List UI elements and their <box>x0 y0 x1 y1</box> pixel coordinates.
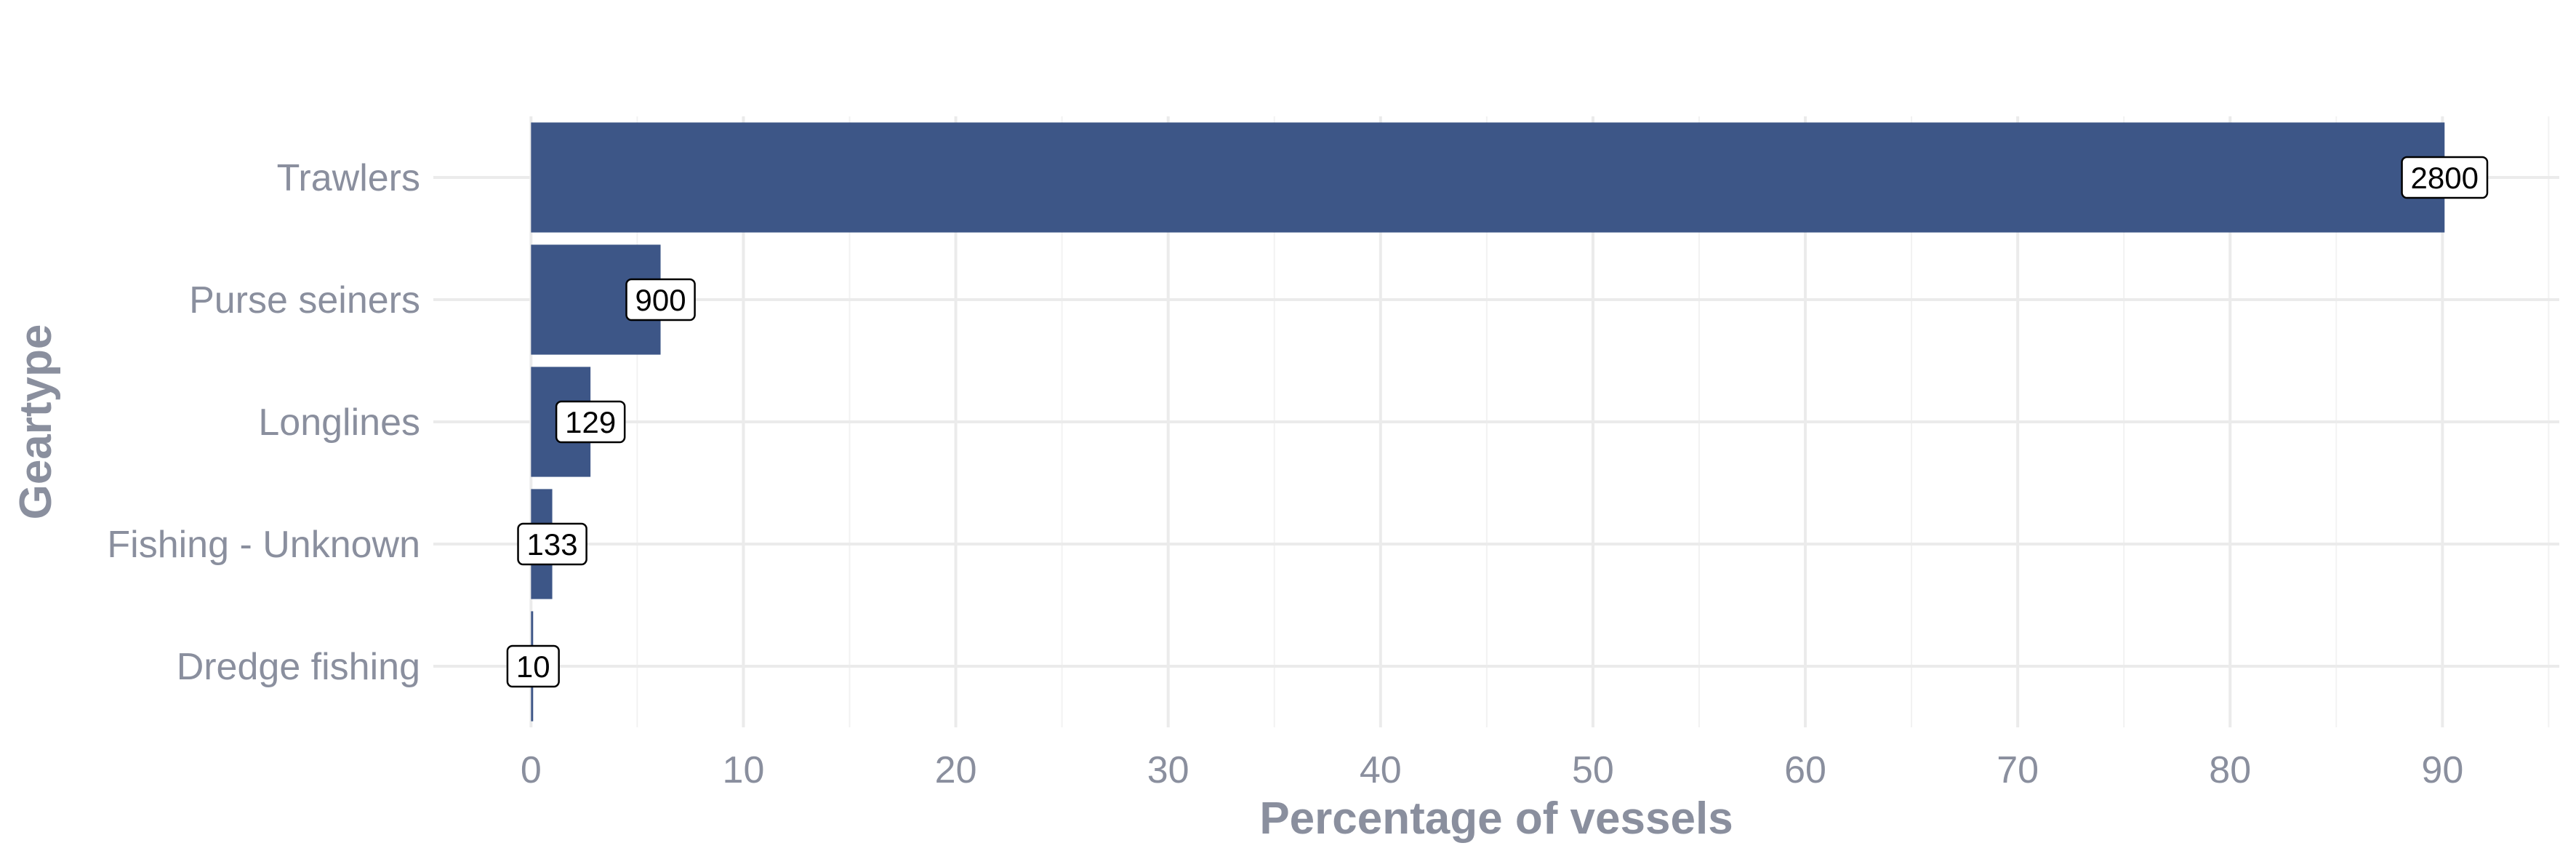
x-tick-label: 0 <box>521 749 542 791</box>
data-label-text: 133 <box>527 527 578 562</box>
data-label-box <box>517 522 587 566</box>
y-axis-title: Geartype <box>11 324 61 520</box>
bar <box>531 122 2445 233</box>
y-tick-label: Trawlers <box>277 157 420 199</box>
data-label: 900 <box>625 278 696 321</box>
y-tick-label: Purse seiners <box>189 279 420 321</box>
x-tick-label: 80 <box>2209 749 2251 791</box>
x-tick-label: 50 <box>1572 749 1614 791</box>
data-label: 2800 <box>2401 156 2489 199</box>
data-label: 10 <box>506 644 560 688</box>
data-label-text: 900 <box>635 283 686 317</box>
y-tick-label: Fishing - Unknown <box>107 524 420 566</box>
data-label-text: 10 <box>516 650 550 684</box>
data-label-box <box>2401 156 2489 199</box>
x-axis-ticks: 0 10 20 30 40 50 60 70 80 90 <box>521 749 2463 791</box>
data-label-text: 2800 <box>2411 161 2479 195</box>
x-tick-label: 70 <box>1997 749 2039 791</box>
x-tick-label: 90 <box>2421 749 2463 791</box>
x-tick-label: 20 <box>935 749 977 791</box>
x-tick-label: 30 <box>1147 749 1189 791</box>
y-tick-label: Longlines <box>258 401 420 444</box>
data-label-box <box>555 400 626 444</box>
y-tick-label: Dredge fishing <box>177 646 420 688</box>
x-tick-label: 40 <box>1360 749 1402 791</box>
data-label-box <box>506 644 560 688</box>
data-label-text: 129 <box>565 405 616 439</box>
y-axis-ticks: Trawlers Purse seiners Longlines Fishing - … <box>107 157 420 688</box>
x-tick-label: 10 <box>723 749 765 791</box>
data-label: 129 <box>555 400 626 444</box>
data-label-box <box>625 278 696 321</box>
data-labels: 2800 900 129 133 10 <box>506 156 2489 688</box>
data-label: 133 <box>517 522 587 566</box>
x-axis-title: Percentage of vessels <box>1259 794 1733 844</box>
x-tick-label: 60 <box>1784 749 1826 791</box>
